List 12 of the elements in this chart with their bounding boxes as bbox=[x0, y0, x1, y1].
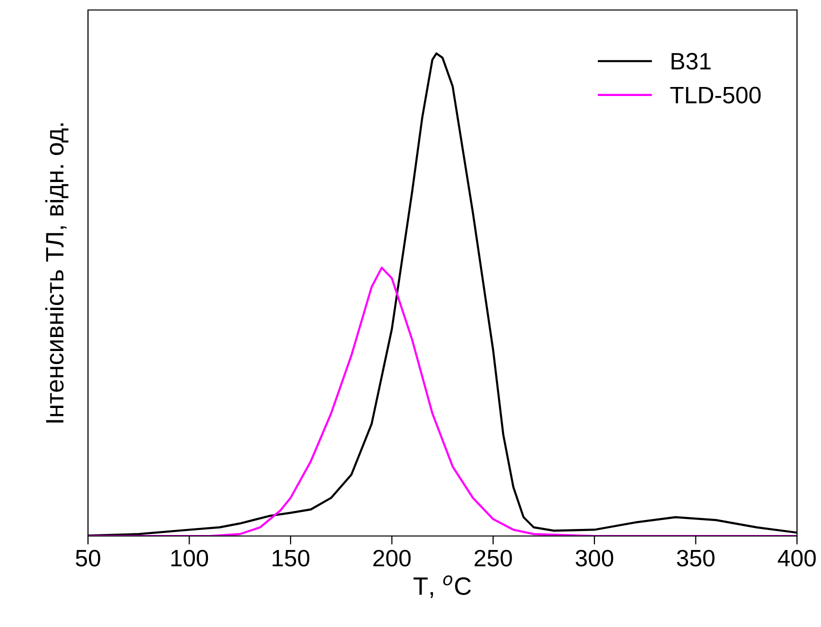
x-tick-label: 400 bbox=[778, 550, 816, 567]
legend-label: B31 bbox=[672, 52, 711, 70]
x-axis-title: T, $^{o}$C bbox=[414, 575, 471, 598]
x-tick-label: 150 bbox=[272, 550, 310, 567]
x-tick-label: 300 bbox=[576, 550, 614, 567]
x-tick-label: 50 bbox=[76, 550, 100, 567]
x-tick-label: 200 bbox=[373, 550, 411, 567]
legend-label: TLD-500 bbox=[670, 86, 761, 104]
x-tick-label: 350 bbox=[676, 550, 714, 567]
x-tick-label: 250 bbox=[474, 550, 512, 567]
y-axis-title: Інтенсивність ТЛ, відн. од. bbox=[45, 123, 68, 423]
x-tick-label: 100 bbox=[171, 550, 208, 567]
